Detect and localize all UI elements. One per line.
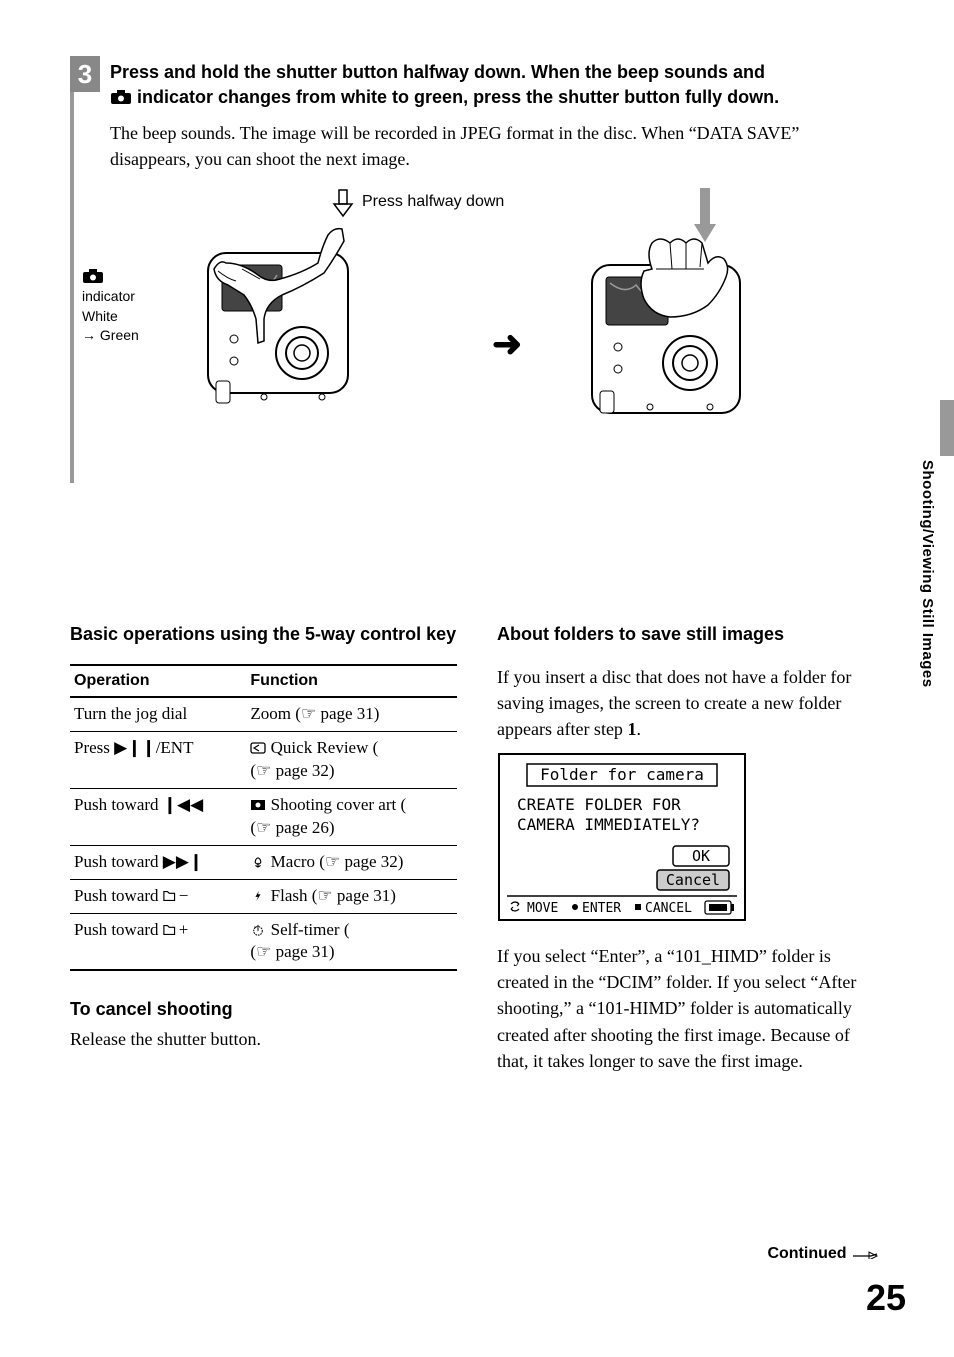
th-operation: Operation: [70, 665, 246, 697]
op-cell: Turn the jog dial: [70, 697, 246, 731]
step-block: 3 Press and hold the shutter button half…: [70, 60, 884, 483]
continued-label: Continued: [767, 1245, 879, 1263]
page-ref-icon: ☞: [256, 818, 276, 837]
camera-glyph-icon: [110, 89, 132, 105]
right-column: About folders to save still images If yo…: [497, 623, 884, 1074]
table-row: Press ▶❙❙/ENT Quick Review ((☞ page 32): [70, 731, 457, 788]
table-row: Push toward + Self-timer ((☞ page 31): [70, 913, 457, 970]
fn-cell: Shooting cover art ((☞ page 26): [246, 788, 457, 845]
step-body-text: The beep sounds. The image will be recor…: [102, 120, 884, 172]
lcd-status-cancel: CANCEL: [645, 901, 692, 916]
folders-heading: About folders to save still images: [497, 623, 884, 646]
cancel-heading: To cancel shooting: [70, 999, 457, 1020]
basic-ops-heading: Basic operations using the 5-way control…: [70, 623, 457, 646]
page-ref-icon: ☞: [256, 942, 276, 961]
sidebar-accent-bar: [940, 400, 954, 456]
table-row: Push toward − Flash (☞ page 31): [70, 879, 457, 913]
right-arrow-icon: ➜: [492, 323, 522, 365]
step-heading-line1: Press and hold the shutter button halfwa…: [110, 62, 765, 82]
folders-body: If you insert a disc that does not have …: [497, 664, 884, 742]
table-row: Push toward ❙◀◀ Shooting cover art ((☞ p…: [70, 788, 457, 845]
fn-cell: Self-timer ((☞ page 31): [246, 913, 457, 970]
camera-illustration-1: [172, 223, 402, 433]
lcd-ok: OK: [692, 847, 710, 865]
page-ref-icon: ☞: [301, 704, 321, 723]
fn-cell: Macro (☞ page 32): [246, 845, 457, 879]
op-cell: Push toward ▶▶❙: [70, 845, 246, 879]
page-ref-icon: ☞: [317, 886, 337, 905]
th-function: Function: [246, 665, 457, 697]
sidebar-section-label: Shooting/Viewing Still Images: [919, 460, 936, 688]
op-cell: Push toward −: [70, 879, 246, 913]
op-cell: Press ▶❙❙/ENT: [70, 731, 246, 788]
ind-line1: indicator: [82, 288, 135, 304]
lcd-line1: CREATE FOLDER FOR: [517, 795, 681, 814]
cancel-body: Release the shutter button.: [70, 1026, 457, 1052]
table-row: Turn the jog dial Zoom (☞ page 31): [70, 697, 457, 731]
folders-after-text: If you select “Enter”, a “101_HIMD” fold…: [497, 943, 884, 1073]
indicator-label: indicator White → Green: [82, 268, 139, 346]
fn-cell: Zoom (☞ page 31): [246, 697, 457, 731]
step-number-badge: 3: [70, 56, 100, 92]
step-heading-line2: indicator changes from white to green, p…: [137, 87, 779, 107]
page-container: 3 Press and hold the shutter button half…: [0, 0, 954, 1357]
ind-line3: Green: [100, 327, 139, 343]
lcd-cancel: Cancel: [666, 871, 720, 889]
arrow-right-small-icon: →: [82, 327, 96, 343]
fn-cell: Quick Review ((☞ page 32): [246, 731, 457, 788]
lcd-status-move: MOVE: [527, 901, 558, 916]
ind-line2: White: [82, 308, 118, 324]
review-icon: [250, 742, 266, 754]
op-cell: Push toward ❙◀◀: [70, 788, 246, 845]
press-halfway-label: Press halfway down: [362, 193, 504, 211]
continued-arrow-icon: [851, 1249, 879, 1259]
down-arrow-icon: [330, 188, 356, 218]
two-column-layout: Basic operations using the 5-way control…: [70, 623, 884, 1074]
macro-icon: [250, 856, 266, 868]
operations-table: Operation Function Turn the jog dial Zoo…: [70, 664, 457, 971]
self-timer-icon: [250, 924, 266, 936]
lcd-title: Folder for camera: [540, 765, 704, 784]
camera-small-icon: [82, 268, 104, 284]
left-column: Basic operations using the 5-way control…: [70, 623, 457, 1074]
table-row: Push toward ▶▶❙ Macro (☞ page 32): [70, 845, 457, 879]
lcd-line2: CAMERA IMMEDIATELY?: [517, 815, 700, 834]
fn-cell: Flash (☞ page 31): [246, 879, 457, 913]
lcd-screen-illustration: Folder for camera CREATE FOLDER FOR CAME…: [497, 752, 747, 922]
folder-plus-icon: [163, 924, 179, 936]
page-ref-icon: ☞: [325, 852, 345, 871]
camera-illustration-2: [552, 213, 792, 443]
cover-art-icon: [250, 799, 266, 811]
step-heading: Press and hold the shutter button halfwa…: [102, 60, 884, 110]
page-number: 25: [866, 1277, 906, 1319]
flash-icon: [250, 890, 266, 902]
illustration-area: Press halfway down indicator White → Gre…: [102, 193, 884, 483]
folder-minus-icon: [163, 890, 179, 902]
op-cell: Push toward +: [70, 913, 246, 970]
lcd-status-enter: ENTER: [582, 901, 621, 916]
page-ref-icon: ☞: [256, 761, 276, 780]
